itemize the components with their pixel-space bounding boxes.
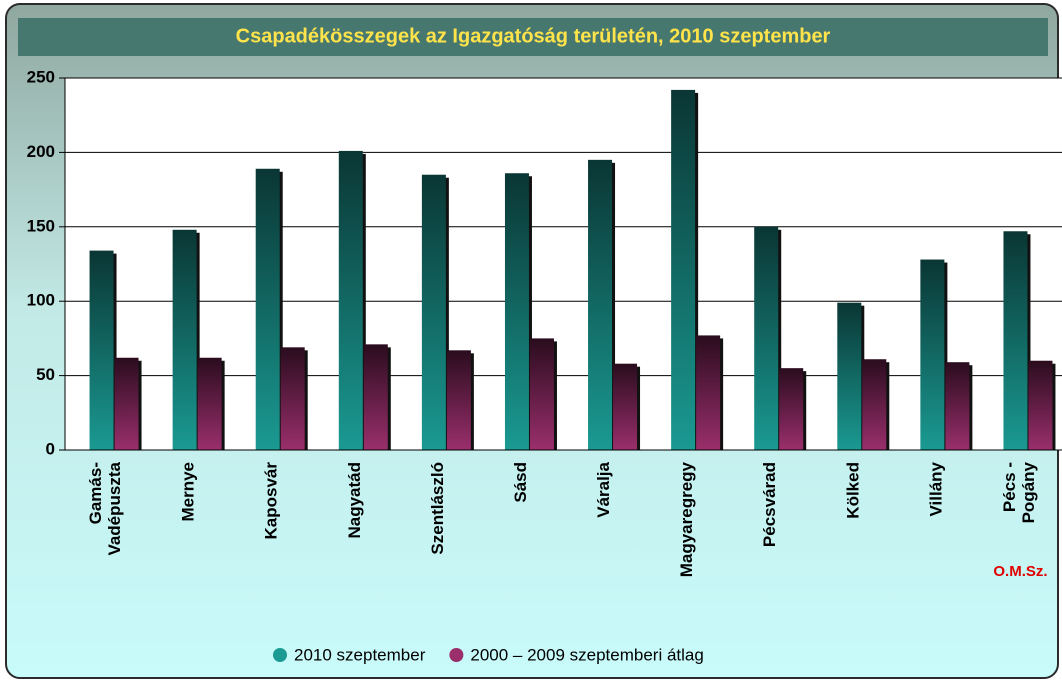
- bar: [197, 357, 222, 450]
- x-tick-label: Magyaregregy: [678, 461, 697, 577]
- x-tick-label: Sásd: [511, 462, 530, 503]
- bar: [696, 335, 721, 450]
- bar: [945, 362, 970, 450]
- bar: [89, 250, 114, 450]
- legend-marker: [273, 648, 287, 662]
- bar: [446, 350, 471, 450]
- bar: [671, 89, 696, 451]
- x-tick-label: Pécsvárad: [761, 462, 780, 547]
- x-tick-label: Váralja: [595, 461, 614, 517]
- bar: [613, 363, 638, 450]
- bar: [754, 226, 779, 450]
- bar: [280, 347, 305, 450]
- y-tick-label: 0: [46, 439, 55, 458]
- x-tick-label: Pécs -Pogány: [1000, 461, 1038, 523]
- x-tick-label: Mernye: [179, 462, 198, 522]
- bar: [837, 302, 862, 450]
- bar: [1003, 231, 1028, 450]
- bar: [172, 229, 197, 450]
- legend-label: 2010 szeptember: [294, 645, 426, 664]
- bar: [421, 174, 446, 450]
- bar: [363, 344, 388, 450]
- bar: [529, 338, 554, 450]
- x-tick-label: Gamás-Vadépuszta: [87, 461, 125, 555]
- bar: [338, 150, 363, 451]
- legend-label: 2000 – 2009 szeptemberi átlag: [470, 645, 703, 664]
- y-tick-label: 100: [27, 291, 55, 310]
- plot-area: [65, 78, 1062, 450]
- bar: [1028, 360, 1053, 450]
- x-tick-label: Nagyatád: [345, 462, 364, 539]
- bar: [779, 368, 804, 450]
- legend-marker: [449, 648, 464, 662]
- x-tick-label: Szentlászló: [428, 462, 447, 555]
- y-tick-label: 200: [27, 142, 55, 161]
- y-tick-label: 50: [36, 365, 55, 384]
- annotation: O.M.Sz.: [993, 563, 1047, 580]
- bar: [862, 359, 887, 450]
- y-tick-label: 250: [27, 67, 55, 86]
- x-tick-label: Villány: [927, 461, 946, 516]
- bar: [588, 159, 613, 450]
- chart-title: Csapadékösszegek az Igazgatóság területé…: [236, 25, 831, 47]
- bar: [920, 259, 945, 450]
- bar: [504, 173, 529, 450]
- y-tick-label: 150: [27, 216, 55, 235]
- x-tick-label: Kölked: [844, 462, 863, 519]
- title-bar: [18, 18, 1048, 56]
- x-tick-label: Kaposvár: [262, 462, 281, 540]
- bar: [114, 357, 139, 450]
- bar: [255, 168, 280, 450]
